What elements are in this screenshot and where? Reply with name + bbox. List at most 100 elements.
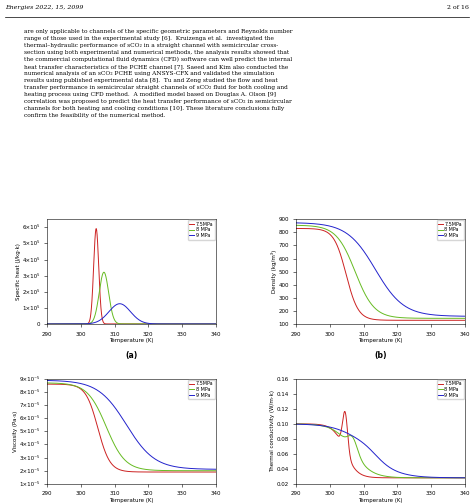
9 MPa xyxy=(191,321,197,327)
Legend: 7.5MPa, 8 MPa, 9 MPa: 7.5MPa, 8 MPa, 9 MPa xyxy=(188,380,215,399)
7.5MPa xyxy=(191,469,197,475)
7.5MPa xyxy=(365,315,371,321)
Text: (a): (a) xyxy=(125,351,137,360)
Text: are only applicable to channels of the specific geometric parameters and Reynold: are only applicable to channels of the s… xyxy=(24,29,292,118)
9 MPa xyxy=(109,305,115,311)
8 MPa xyxy=(365,296,371,302)
X-axis label: Temperature (K): Temperature (K) xyxy=(109,338,154,343)
8 MPa xyxy=(213,321,219,327)
9 MPa xyxy=(74,380,80,386)
8 MPa xyxy=(109,309,115,315)
Line: 9 MPa: 9 MPa xyxy=(296,424,465,478)
Y-axis label: Thermal conductivity (W/m·k): Thermal conductivity (W/m·k) xyxy=(270,390,275,472)
Text: 2 of 16: 2 of 16 xyxy=(447,5,469,10)
Line: 9 MPa: 9 MPa xyxy=(296,223,465,316)
8 MPa xyxy=(313,422,319,428)
Line: 8 MPa: 8 MPa xyxy=(47,272,216,324)
7.5MPa xyxy=(342,408,347,414)
8 MPa xyxy=(64,321,69,327)
Line: 8 MPa: 8 MPa xyxy=(296,424,465,478)
9 MPa xyxy=(210,466,215,472)
Line: 8 MPa: 8 MPa xyxy=(47,383,216,471)
7.5MPa xyxy=(293,225,299,231)
Line: 7.5MPa: 7.5MPa xyxy=(47,229,216,324)
7.5MPa xyxy=(74,384,80,390)
7.5MPa xyxy=(93,226,99,232)
8 MPa xyxy=(293,222,299,228)
7.5MPa xyxy=(109,461,115,467)
9 MPa xyxy=(458,313,464,319)
7.5MPa xyxy=(462,318,467,324)
8 MPa xyxy=(358,282,364,288)
Y-axis label: Viscosity (Pa·s): Viscosity (Pa·s) xyxy=(13,411,18,452)
7.5MPa xyxy=(323,228,328,234)
8 MPa xyxy=(293,421,299,427)
8 MPa xyxy=(191,468,197,474)
7.5MPa xyxy=(323,423,328,429)
8 MPa xyxy=(210,321,215,327)
8 MPa xyxy=(45,321,50,327)
7.5MPa xyxy=(293,421,299,427)
8 MPa xyxy=(440,475,446,481)
7.5MPa xyxy=(45,381,50,387)
9 MPa xyxy=(293,421,299,427)
9 MPa xyxy=(440,312,446,319)
Text: Energies 2022, 15, 2099: Energies 2022, 15, 2099 xyxy=(5,5,83,10)
9 MPa xyxy=(313,422,319,428)
9 MPa xyxy=(458,475,464,481)
9 MPa xyxy=(365,255,371,261)
9 MPa xyxy=(109,401,115,407)
Legend: 7.5MPa, 8 MPa, 9 MPa: 7.5MPa, 8 MPa, 9 MPa xyxy=(437,380,464,399)
X-axis label: Temperature (K): Temperature (K) xyxy=(109,498,154,503)
X-axis label: Temperature (K): Temperature (K) xyxy=(358,498,403,503)
7.5MPa xyxy=(109,321,115,327)
9 MPa xyxy=(313,221,319,227)
8 MPa xyxy=(210,468,215,474)
8 MPa xyxy=(323,424,328,430)
7.5MPa xyxy=(458,475,464,481)
8 MPa xyxy=(458,316,464,322)
7.5MPa xyxy=(74,321,80,327)
8 MPa xyxy=(117,321,122,327)
9 MPa xyxy=(213,466,219,472)
Line: 7.5MPa: 7.5MPa xyxy=(296,411,465,478)
8 MPa xyxy=(313,223,319,229)
7.5MPa xyxy=(313,421,319,427)
9 MPa xyxy=(462,313,467,319)
9 MPa xyxy=(116,301,122,307)
8 MPa xyxy=(440,316,446,322)
8 MPa xyxy=(358,456,364,462)
9 MPa xyxy=(45,377,50,384)
7.5MPa xyxy=(365,474,371,480)
X-axis label: Temperature (K): Temperature (K) xyxy=(358,338,403,343)
Line: 7.5MPa: 7.5MPa xyxy=(296,228,465,321)
7.5MPa xyxy=(458,318,464,324)
8 MPa xyxy=(213,468,219,474)
8 MPa xyxy=(323,226,328,232)
7.5MPa xyxy=(116,467,122,473)
7.5MPa xyxy=(313,226,319,232)
9 MPa xyxy=(323,423,328,429)
8 MPa xyxy=(462,316,467,322)
Line: 8 MPa: 8 MPa xyxy=(296,225,465,319)
Y-axis label: Density (kg/m³): Density (kg/m³) xyxy=(271,250,277,293)
7.5MPa xyxy=(210,469,215,475)
7.5MPa xyxy=(213,469,219,475)
7.5MPa xyxy=(191,321,197,327)
8 MPa xyxy=(365,466,371,472)
9 MPa xyxy=(293,220,299,226)
9 MPa xyxy=(365,445,371,451)
9 MPa xyxy=(358,244,364,250)
9 MPa xyxy=(213,321,219,327)
Legend: 7.5MPa, 8 MPa, 9 MPa: 7.5MPa, 8 MPa, 9 MPa xyxy=(437,220,464,239)
8 MPa xyxy=(45,380,50,386)
7.5MPa xyxy=(45,321,50,327)
9 MPa xyxy=(213,321,219,327)
7.5MPa xyxy=(64,382,69,388)
7.5MPa xyxy=(213,321,219,327)
8 MPa xyxy=(109,436,115,443)
7.5MPa xyxy=(358,471,364,477)
9 MPa xyxy=(64,321,69,327)
9 MPa xyxy=(191,466,197,472)
7.5MPa xyxy=(440,475,446,481)
